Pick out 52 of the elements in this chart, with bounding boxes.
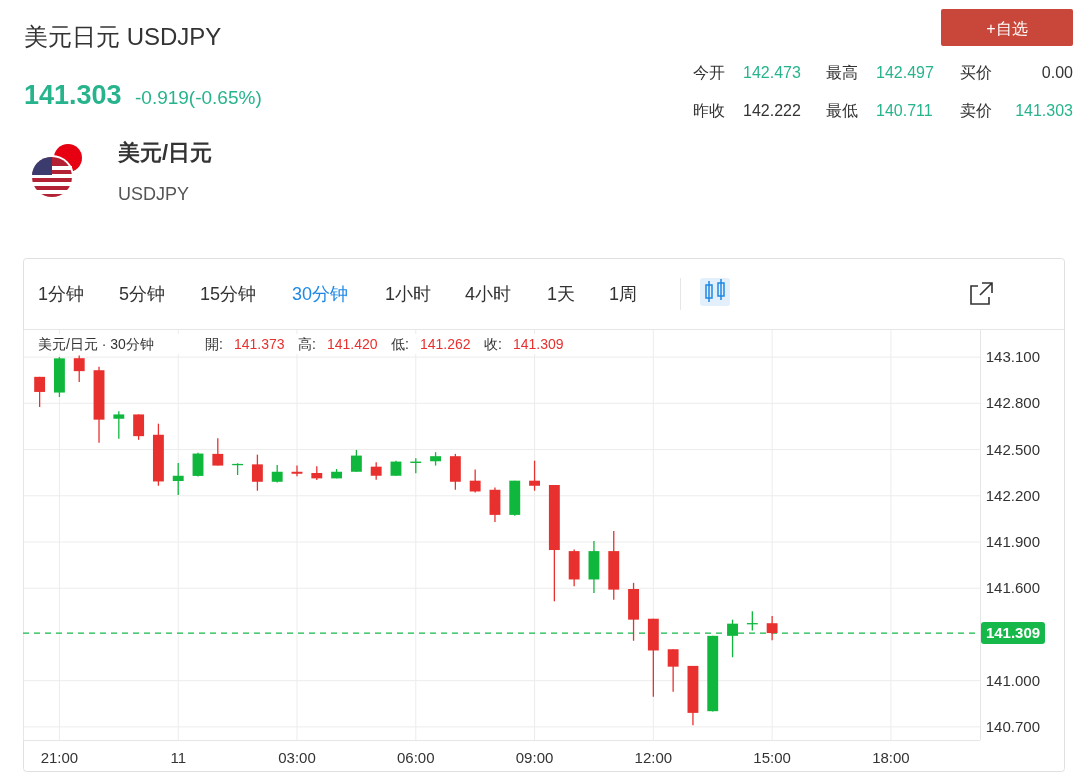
annotation: 141.373 [234,336,285,352]
text: 美元/日元 [117,140,213,165]
x-tick-label: 12:00 [634,749,673,766]
text: 卖价 [960,102,992,119]
x-tick-label: 18:00 [872,749,910,766]
text: 140.711 [876,102,933,119]
annotation: 收: [484,336,502,352]
x-tick-label: 03:00 [278,749,316,766]
text: 4小时 [465,284,512,304]
annotation: 美元/日元 · 30分钟 [38,336,154,352]
text: 141.303 [1015,102,1074,119]
y-tick-label: 143.100 [985,348,1040,366]
y-tick-label: 141.000 [985,671,1040,689]
annotation: 開: [205,336,223,352]
text: +自选 [986,20,1028,37]
annotation: 141.420 [327,336,378,352]
annotation: 141.262 [420,336,471,352]
text: 今开 [693,64,725,81]
y-tick-label: 140.700 [985,717,1040,735]
text: 141.303 [24,80,122,110]
x-tick-label: 11 [170,749,186,766]
text: 15分钟 [200,284,257,304]
text: 1周 [609,284,638,304]
text: 30分钟 [292,284,349,304]
chart-title: 美元日元 USDJPY [24,23,222,50]
text: 1分钟 [38,284,85,304]
text: 142.222 [743,102,801,119]
text: 昨收 [693,102,725,119]
text: 5分钟 [119,284,166,304]
y-tick-label: 141.600 [985,579,1040,597]
text: 0.00 [1041,64,1074,81]
text: 最低 [826,102,858,119]
text: 1小时 [385,284,432,304]
y-tick-label: 141.900 [985,533,1040,551]
x-tick-label: 09:00 [515,749,554,766]
text: 142.473 [743,64,801,81]
text: USDJPY [118,184,190,204]
text: 最高 [826,64,858,81]
x-tick-label: 21:00 [40,749,79,766]
y-tick-label: 142.800 [985,394,1040,412]
text: 142.497 [876,64,934,81]
y-tick-label: 142.500 [985,440,1040,458]
annotation: 高: [298,336,316,352]
annotation: 141.309 [513,336,564,352]
ref-line-label: 141.309 [985,624,1041,642]
x-tick-label: 15:00 [753,749,791,766]
annotation: 低: [391,336,409,352]
x-tick-label: 06:00 [397,749,435,766]
text: -0.919(-0.65%) [135,87,262,108]
text: 1天 [547,284,576,304]
text: 买价 [960,64,992,81]
y-tick-label: 142.200 [985,486,1040,504]
